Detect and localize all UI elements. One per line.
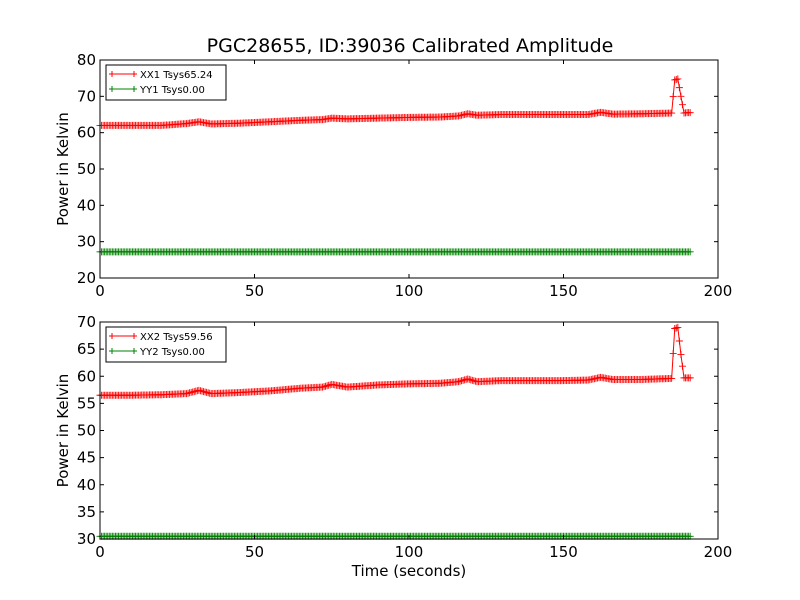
chart-title: PGC28655, ID:39036 Calibrated Amplitude (207, 35, 614, 57)
y-tick-label: 30 (77, 233, 96, 251)
data-point (686, 374, 694, 382)
legend-marker (131, 348, 137, 354)
y-tick-label: 20 (77, 269, 96, 287)
x-tick-label: 200 (704, 282, 733, 300)
y-tick-label: 30 (77, 530, 96, 548)
x-tick-label: 0 (95, 543, 105, 561)
data-point (318, 383, 326, 391)
data-point (320, 383, 328, 391)
data-point (668, 374, 676, 382)
data-point (672, 75, 680, 83)
legend-marker (131, 333, 137, 339)
data-point (468, 376, 476, 384)
data-point (461, 376, 469, 384)
data-point (675, 337, 683, 345)
data-point (669, 349, 677, 357)
y-tick-label: 50 (77, 422, 96, 440)
legend-marker (109, 333, 115, 339)
y-tick-label: 50 (77, 160, 96, 178)
data-point (678, 362, 686, 370)
x-tick-label: 100 (395, 543, 424, 561)
data-point (674, 75, 682, 83)
legend-marker (131, 71, 137, 77)
data-point (678, 101, 686, 109)
y-tick-label: 40 (77, 476, 96, 494)
y-axis-label: Power in Kelvin (54, 374, 72, 488)
data-point (669, 93, 677, 101)
data-point (674, 323, 682, 331)
legend-label: XX1 Tsys65.24 (140, 70, 213, 81)
legend: XX1 Tsys65.24 YY1 Tsys0.00 (105, 64, 227, 101)
chart-panel-2: 0 50 100 150 200 30 35 40 45 50 55 60 65 70 Power in K… (54, 313, 732, 580)
data-point (322, 382, 330, 390)
data-point (671, 76, 679, 84)
data-point (677, 92, 685, 100)
y-tick-label: 80 (77, 51, 96, 69)
x-axis-label: Time (seconds) (351, 562, 467, 580)
y-tick-label: 70 (77, 87, 96, 105)
data-point (686, 248, 694, 256)
data-point (686, 109, 694, 117)
data-point (470, 377, 478, 385)
y-tick-label: 55 (77, 394, 96, 412)
legend-label: YY1 Tsys0.00 (139, 85, 205, 96)
data-point (465, 375, 473, 383)
y-tick-label: 60 (77, 124, 96, 142)
legend-label: XX2 Tsys59.56 (140, 332, 213, 343)
data-point (467, 376, 475, 384)
data-point (677, 351, 685, 359)
x-tick-label: 150 (549, 282, 578, 300)
y-tick-label: 35 (77, 503, 96, 521)
legend: XX2 Tsys59.56 YY2 Tsys0.00 (105, 326, 227, 363)
legend-marker (109, 348, 115, 354)
legend-marker (109, 71, 115, 77)
y-tick-label: 65 (77, 340, 96, 358)
y-tick-label: 45 (77, 449, 96, 467)
data-point (671, 325, 679, 333)
x-tick-label: 200 (704, 543, 733, 561)
series-1-1 (96, 75, 694, 129)
data-point (325, 381, 333, 389)
data-point (454, 378, 462, 386)
y-tick-label: 40 (77, 196, 96, 214)
legend-box (105, 326, 227, 363)
chart-panel-1: 0 50 100 150 200 20 30 40 50 60 70 80 Power in Kelvi… (54, 51, 732, 300)
data-point (675, 84, 683, 92)
data-point (668, 109, 676, 117)
x-tick-label: 50 (245, 282, 264, 300)
data-point (323, 382, 331, 390)
legend-marker (109, 86, 115, 92)
data-point (458, 377, 466, 385)
x-tick-label: 150 (549, 543, 578, 561)
data-point (456, 377, 464, 385)
data-point (464, 375, 472, 383)
y-tick-label: 60 (77, 367, 96, 385)
y-tick-label: 70 (77, 313, 96, 331)
data-point (672, 324, 680, 332)
legend-label: YY2 Tsys0.00 (139, 347, 205, 358)
data-point (459, 376, 467, 384)
x-tick-label: 100 (395, 282, 424, 300)
legend-marker (131, 86, 137, 92)
x-tick-label: 0 (95, 282, 105, 300)
x-tick-label: 50 (245, 543, 264, 561)
series-2-1 (96, 323, 694, 399)
series-1-2 (96, 248, 694, 256)
y-axis-label: Power in Kelvin (54, 112, 72, 226)
legend-box (105, 64, 227, 101)
